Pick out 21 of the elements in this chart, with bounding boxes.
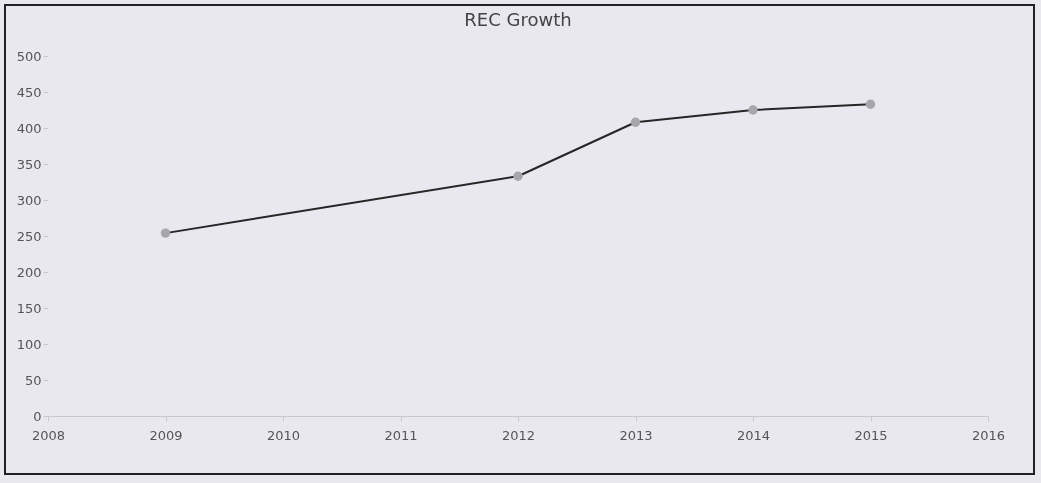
y-tick-label: 0 [33, 408, 42, 424]
x-tick-label: 2016 [971, 427, 1006, 443]
y-tick-label: 400 [16, 120, 42, 136]
y-tick-label: 200 [16, 264, 42, 280]
chart-title: REC Growth [464, 9, 572, 30]
x-tick-label: 2009 [149, 427, 183, 443]
x-tick-label: 2014 [736, 427, 771, 443]
y-tick-label: 500 [16, 48, 42, 64]
x-tick-label: 2010 [266, 427, 301, 443]
y-tick-label: 150 [16, 300, 42, 316]
y-tick-label: 100 [16, 336, 42, 352]
x-tick-label: 2015 [854, 427, 888, 443]
x-tick-label: 2008 [31, 427, 66, 443]
y-tick-label: 250 [16, 228, 42, 244]
y-tick-label: 350 [16, 156, 42, 172]
x-tick-label: 2012 [501, 427, 536, 443]
x-tick-label: 2011 [384, 427, 418, 443]
y-tick-label: 50 [24, 372, 42, 388]
y-tick-label: 300 [16, 192, 42, 208]
x-tick-label: 2013 [619, 427, 653, 443]
y-tick-label: 450 [16, 84, 42, 100]
